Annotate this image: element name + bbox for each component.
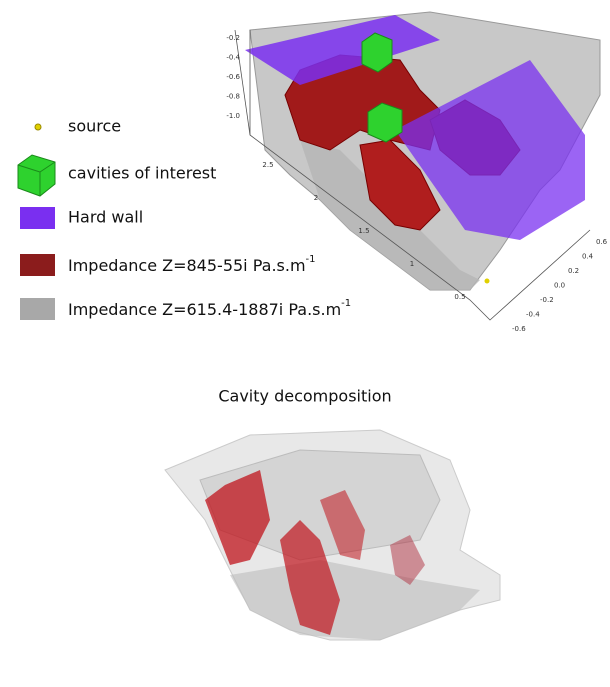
legend-swatch	[20, 298, 55, 320]
source-point	[484, 278, 490, 284]
hard-wall	[395, 60, 585, 240]
red-volume	[320, 490, 365, 560]
axis-tick-label: -0.6	[226, 73, 240, 81]
legend-label: source	[68, 117, 121, 136]
axis-tick-label: 0.4	[582, 253, 594, 261]
bottom-render	[164, 429, 501, 641]
axis-tick-label: -0.8	[226, 93, 240, 101]
axis-tick-label: 0.6	[596, 238, 608, 246]
axis-tick-label: -0.2	[540, 296, 554, 304]
legend-label: Hard wall	[68, 208, 143, 227]
axis-tick-label: 1.5	[358, 227, 369, 235]
cavity-cube	[361, 32, 393, 73]
axis-tick-label: 2.5	[262, 161, 273, 169]
red-volume	[390, 535, 425, 585]
axis-tick-label: -0.4	[226, 54, 240, 62]
axis-tick-label: -0.6	[512, 325, 526, 333]
red-seat	[359, 139, 441, 231]
axis-tick-label: 0.2	[568, 267, 579, 275]
top-render	[234, 11, 601, 321]
red-volume	[280, 520, 340, 635]
axis-line	[234, 29, 591, 321]
legend-label-text: Impedance Z=615.4-1887i Pa.s.m	[68, 300, 341, 319]
axis-tick-label: -0.4	[526, 311, 540, 319]
legend-label: Impedance Z=845-55i Pa.s.m-1	[68, 254, 316, 275]
axis-tick-label: 0.0	[554, 282, 565, 290]
panel-title: Cavity decomposition	[218, 387, 391, 406]
axis-tick-label: 1	[410, 260, 414, 268]
legend-superscript: -1	[341, 298, 351, 309]
legend-superscript: -1	[306, 254, 316, 265]
legend-swatch	[20, 254, 55, 276]
axis-tick-label: 0.5	[454, 293, 465, 301]
red-volume	[205, 470, 270, 565]
legend-label-text: Impedance Z=845-55i Pa.s.m	[68, 256, 306, 275]
axis-tick-label: -0.2	[226, 34, 240, 42]
legend-swatch	[20, 207, 55, 229]
axis-tick-label: 2	[314, 194, 318, 202]
legend-label: Impedance Z=615.4-1887i Pa.s.m-1	[68, 298, 351, 319]
legend-label: cavities of interest	[68, 164, 216, 183]
cavity-cube	[367, 102, 403, 143]
legend: source cavities of interest Hard wall Im…	[17, 117, 351, 320]
legend-swatch-edge	[17, 161, 56, 196]
legend-swatch	[17, 154, 56, 197]
hard-wall	[245, 15, 440, 85]
legend-swatch	[34, 123, 42, 131]
axis-ticks: -0.2-0.4-0.6-0.8-1.02.521.510.50.60.40.2…	[226, 34, 607, 333]
axis-tick-label: -1.0	[226, 112, 240, 120]
